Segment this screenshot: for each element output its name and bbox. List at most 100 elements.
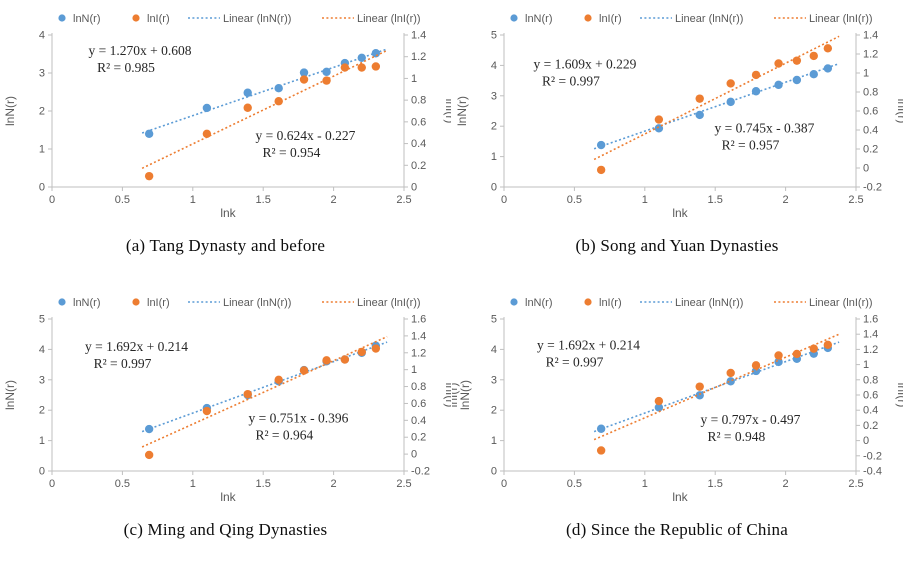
equation-text: y = 1.692x + 0.214 — [85, 339, 188, 354]
data-point — [751, 361, 760, 370]
data-point — [751, 70, 760, 80]
legend-label-lnN: lnN(r) — [525, 13, 553, 25]
data-point — [809, 344, 818, 353]
data-point — [357, 63, 366, 72]
left-axis-tick-label: 4 — [490, 60, 496, 72]
left-axis-tick-label: 3 — [490, 90, 496, 102]
x-axis-tick-label: 2 — [331, 478, 337, 490]
equation-lnN: y = 1.692x + 0.214 R² = 0.997 — [536, 337, 639, 369]
axes: 0 1 2 3 4 5 -0.4 -0.2 0 0.2 0.4 0.6 0.8 1 1.2 1.4 1.6 0 0.… — [452, 314, 903, 505]
left-axis-tick-label: 1 — [490, 151, 496, 163]
r-squared-text: R² = 0.997 — [542, 73, 600, 88]
axes: 0 1 2 3 4 5 -0.2 0 0.2 0.4 0.6 0.8 1 1.2 1.4 1.6 0 0.5 1 1.… — [3, 314, 451, 505]
data-point — [809, 70, 818, 79]
data-point — [299, 366, 309, 375]
data-point — [357, 347, 366, 357]
data-point — [371, 49, 381, 58]
data-point — [299, 68, 309, 77]
left-axis-tick-label: 4 — [39, 30, 45, 42]
data-point — [243, 103, 252, 112]
left-axis-tick-label: 5 — [490, 30, 496, 42]
right-axis-tick-label: 0.2 — [863, 144, 878, 156]
trendline-lnI — [141, 335, 388, 448]
legend-marker-lnN-icon — [509, 14, 518, 22]
right-axis-tick-label: 0 — [863, 163, 869, 175]
right-axis-tick-label: -0.4 — [863, 466, 882, 478]
equation-text: y = 1.609x + 0.229 — [533, 56, 636, 71]
legend-label-lnN: lnN(r) — [73, 13, 101, 25]
x-axis-tick-label: 2 — [782, 194, 788, 206]
x-axis-title: lnk — [220, 490, 236, 504]
data-point — [274, 375, 283, 384]
legend-label-linear-lnN: Linear (lnN(r)) — [675, 297, 743, 309]
data-point — [144, 450, 154, 460]
x-axis-tick-label: 0 — [49, 194, 55, 206]
trendline-lnN — [141, 48, 388, 134]
trendline-lnI — [593, 333, 839, 441]
left-axis-tick-label: 3 — [39, 374, 45, 386]
left-axis-tick-label: 1 — [39, 435, 45, 447]
data-point — [792, 349, 801, 359]
data-point — [596, 140, 605, 150]
legend-label-linear-lnN: Linear (lnN(r)) — [223, 297, 291, 309]
right-axis-title: lnI(r) — [895, 99, 903, 124]
data-point — [144, 171, 154, 181]
legend-label-linear-lnN: Linear (lnN(r)) — [223, 13, 291, 25]
data-point — [773, 351, 783, 360]
legend: lnN(r) lnI(r) Linear (lnN(r)) Linear (lnI(r… — [58, 13, 421, 25]
right-axis-title: lnI(r) — [895, 383, 903, 408]
data-point — [274, 97, 283, 106]
equation-text: y = 0.624x - 0.227 — [256, 128, 356, 143]
series-lnI — [596, 340, 832, 455]
legend: lnN(r) lnI(r) Linear (lnN(r)) Linear (lnI(r… — [509, 13, 872, 25]
data-point — [823, 64, 832, 73]
data-point — [322, 76, 331, 85]
right-axis-tick-label: 1.2 — [411, 347, 426, 359]
data-point — [144, 129, 154, 138]
equation-text: y = 1.270x + 0.608 — [89, 43, 192, 58]
left-axis-title: lnN(r) — [455, 96, 469, 126]
legend-label-lnI: lnI(r) — [147, 297, 170, 309]
x-axis-title: lnk — [672, 206, 688, 220]
left-axis-tick-label: 0 — [490, 466, 496, 478]
right-axis-tick-label: 0.4 — [863, 125, 878, 137]
caption-panel-b: (b) Song and Yuan Dynasties — [575, 236, 779, 255]
right-axis-tick-label: 1 — [411, 73, 417, 85]
x-axis-tick-label: 2 — [331, 194, 337, 206]
legend-marker-lnN-icon — [58, 298, 66, 306]
x-axis-tick-label: 2 — [782, 478, 788, 490]
data-point — [243, 389, 252, 399]
right-axis-tick-label: 0 — [863, 435, 869, 447]
data-point — [823, 340, 832, 350]
right-axis-title: lnI(r) — [443, 383, 451, 408]
data-point — [695, 94, 704, 103]
right-axis-tick-label: 1 — [863, 359, 869, 371]
data-point — [751, 87, 760, 96]
panel-c: lnN(r) lnI(r) Linear (lnN(r)) Linear (lnI(r… — [0, 267, 451, 567]
legend-label-lnI: lnI(r) — [599, 297, 622, 309]
right-axis-tick-label: 0 — [411, 182, 417, 194]
left-axis-tick-label: 3 — [490, 374, 496, 386]
data-point — [202, 129, 212, 138]
x-axis-tick-label: 0.5 — [115, 478, 130, 490]
x-axis-tick-label: 2.5 — [396, 478, 411, 490]
right-axis-tick-label: 1.4 — [863, 329, 878, 341]
series-lnI — [144, 344, 381, 460]
equation-text: y = 0.745x - 0.387 — [714, 120, 814, 135]
x-axis-title: lnk — [672, 490, 688, 504]
data-point — [809, 51, 818, 61]
right-axis-tick-label: 0.4 — [411, 138, 426, 150]
data-point — [792, 56, 801, 65]
data-point — [340, 355, 350, 364]
right-axis-tick-label: 0.4 — [863, 405, 878, 417]
left-axis-tick-label: 2 — [490, 121, 496, 133]
legend-label-lnI: lnI(r) — [147, 13, 170, 25]
data-point — [654, 396, 663, 406]
chart-grid: lnN(r) lnI(r) Linear (lnN(r)) Linear (lnI(r… — [0, 5, 903, 567]
equation-lnI: y = 0.797x - 0.497 R² = 0.948 — [700, 412, 800, 444]
legend-label-linear-lnN: Linear (lnN(r)) — [675, 13, 743, 25]
x-axis-tick-label: 1 — [190, 478, 196, 490]
left-axis-tick-label: 3 — [39, 68, 45, 80]
data-point — [654, 124, 663, 133]
r-squared-text: R² = 0.948 — [707, 429, 765, 444]
